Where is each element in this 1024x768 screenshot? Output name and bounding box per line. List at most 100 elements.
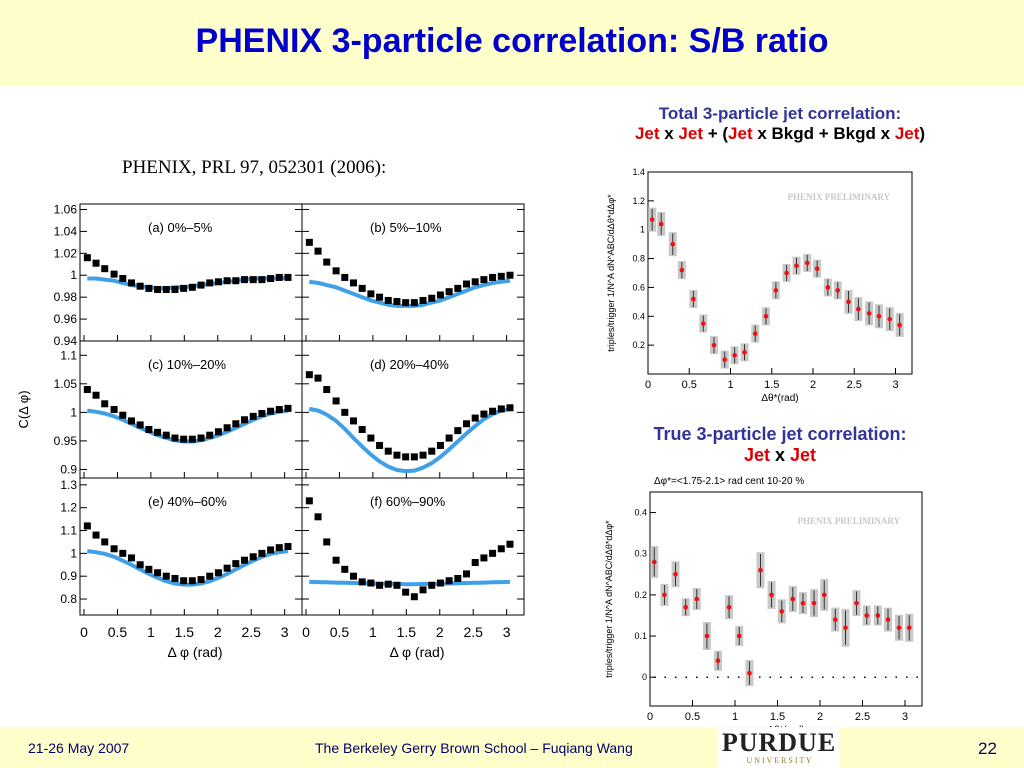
data-point: [341, 565, 349, 573]
data-point: [445, 288, 453, 296]
data-point: [704, 633, 710, 639]
data-point: [127, 279, 135, 287]
data-point: [358, 425, 366, 433]
data-point: [794, 263, 799, 269]
data-point: [92, 391, 100, 399]
x-axis-label: Δ φ (rad): [168, 644, 223, 660]
y-tick-label: 1.3: [60, 478, 77, 492]
data-point: [267, 275, 275, 283]
data-point: [101, 400, 109, 408]
data-point: [305, 497, 313, 505]
data-point: [376, 441, 384, 449]
fit-curve: [308, 406, 511, 474]
data-point: [428, 447, 436, 455]
y-tick-label: 0.3: [634, 549, 647, 559]
fit-curve: [309, 278, 511, 308]
data-point: [258, 409, 266, 417]
data-point: [154, 285, 162, 293]
panel-frame: [301, 477, 525, 616]
data-point: [136, 421, 144, 429]
data-point: [752, 331, 758, 336]
data-point: [679, 267, 685, 273]
y-axis-label: C(Δ φ): [16, 390, 31, 428]
data-point: [436, 291, 444, 299]
data-point: [711, 342, 717, 348]
y-tick-label: 0.8: [632, 254, 645, 264]
data-point: [726, 604, 732, 610]
panel-label: (d) 20%–40%: [370, 357, 449, 372]
data-point: [162, 285, 170, 293]
x-tick-label: 0: [645, 379, 651, 391]
footer-event: The Berkeley Gerry Brown School – Fuqian…: [315, 740, 633, 756]
data-point: [223, 424, 231, 432]
data-point: [804, 260, 810, 266]
data-point: [232, 560, 240, 568]
data-point: [814, 266, 820, 271]
x-tick-label: 1: [727, 379, 733, 391]
data-point: [402, 588, 410, 596]
data-point: [506, 540, 514, 548]
x-tick-label: 0: [302, 624, 310, 640]
data-point: [267, 407, 275, 415]
formula-op: ): [919, 124, 926, 143]
data-point: [323, 538, 331, 546]
y-tick-label: 0.1: [634, 631, 647, 641]
y-tick-label: 0.95: [54, 434, 78, 448]
data-point: [471, 414, 479, 422]
data-point: [92, 531, 100, 539]
right-bottom-heading: True 3-particle jet correlation: Jet x J…: [560, 424, 1000, 466]
data-point: [305, 371, 313, 379]
data-point: [393, 581, 401, 589]
right-bottom-formula: Jet x Jet: [560, 445, 1000, 466]
data-point: [323, 386, 331, 394]
formula-jet: Jet: [790, 445, 817, 465]
data-point: [875, 613, 881, 618]
data-point: [349, 417, 357, 425]
data-point: [428, 581, 436, 589]
data-point: [119, 411, 127, 419]
x-tick-label: 0: [647, 711, 653, 723]
data-point: [180, 284, 188, 292]
y-tick-label: 1.06: [54, 202, 78, 216]
plot-frame: [647, 171, 913, 375]
data-point: [763, 313, 769, 319]
data-point: [127, 554, 135, 562]
data-point: [419, 296, 427, 304]
data-point: [670, 241, 676, 247]
data-point: [489, 549, 497, 557]
data-point: [856, 306, 861, 312]
data-point: [136, 282, 144, 290]
data-point: [747, 670, 752, 676]
y-tick-label: 0.4: [634, 508, 647, 518]
data-point: [497, 545, 505, 553]
data-point: [887, 316, 893, 322]
data-point: [110, 545, 118, 553]
chart-title: Δφ*=<1.75-2.1> rad cent 10-20 %: [654, 476, 804, 487]
data-point: [506, 271, 514, 279]
data-point: [162, 572, 170, 580]
footer-date: 21-26 May 2007: [28, 740, 130, 756]
x-tick-label: 0.5: [330, 624, 350, 640]
data-point: [436, 579, 444, 587]
data-point: [896, 625, 902, 631]
data-point: [145, 425, 153, 433]
data-point: [866, 311, 872, 316]
data-point: [463, 280, 471, 288]
data-point: [83, 522, 91, 530]
y-tick-label: 0.96: [54, 312, 78, 326]
data-point: [188, 577, 196, 585]
x-tick-label: 0.5: [685, 711, 700, 723]
slide-title: PHENIX 3-particle correlation: S/B ratio: [195, 22, 829, 60]
formula-jet: Jet: [894, 124, 920, 143]
data-point: [358, 578, 366, 586]
x-tick-label: 2.5: [241, 624, 261, 640]
data-point: [171, 434, 179, 442]
y-tick-label: 0.8: [60, 592, 77, 606]
purdue-logo-text: PURDUE: [721, 728, 837, 757]
data-point: [145, 284, 153, 292]
formula-op: x Bkgd + Bkgd x: [752, 124, 895, 143]
panel-label: (e) 40%–60%: [148, 494, 227, 509]
data-point: [110, 270, 118, 278]
purdue-logo-subtext: U N I V E R S I T Y: [746, 756, 812, 765]
data-point: [275, 406, 283, 413]
